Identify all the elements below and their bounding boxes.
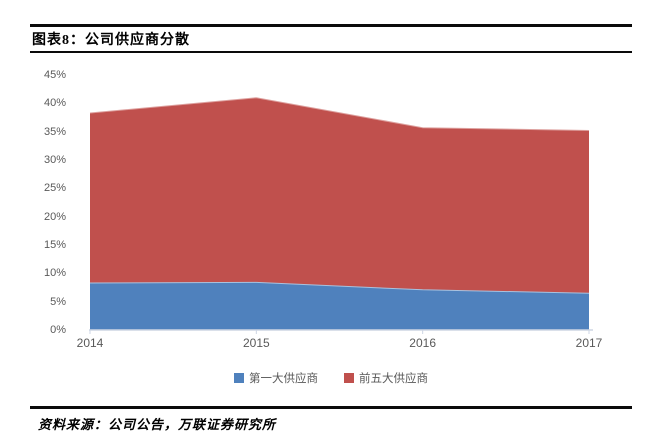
series-edge-top1-supplier [89, 281, 590, 294]
series-area-top5-suppliers [90, 97, 589, 330]
y-axis-label: 5% [50, 295, 66, 308]
legend-swatch-top1-supplier [234, 373, 244, 383]
y-axis-label: 40% [43, 97, 66, 110]
figure-title: 图表8：公司供应商分散 [32, 33, 190, 48]
legend-label: 第一大供应商 [249, 373, 318, 385]
y-axis-label: 30% [43, 154, 66, 166]
y-axis-label: 35% [43, 125, 66, 138]
legend-swatch-top5-suppliers [344, 373, 354, 383]
series-area-top1-supplier [90, 282, 589, 330]
legend-item-top1-supplier: 第一大供应商 [234, 370, 318, 386]
y-axis-label: 20% [43, 210, 66, 223]
top-rule [30, 24, 632, 27]
x-axis-label: 2014 [76, 336, 104, 350]
series-edge-top5-suppliers [89, 97, 590, 131]
chart-legend: 第一大供应商 前五大供应商 [30, 370, 632, 386]
bottom-rule [30, 406, 632, 409]
legend-label: 前五大供应商 [359, 373, 428, 385]
y-axis-label: 45% [43, 69, 66, 81]
y-axis-label: 0% [50, 324, 66, 336]
y-axis-label: 25% [43, 182, 66, 195]
legend-item-top5-suppliers: 前五大供应商 [344, 370, 428, 386]
x-axis-label: 2015 [242, 336, 270, 350]
source-note: 资料来源：公司公告，万联证券研究所 [38, 417, 277, 432]
y-axis-label: 15% [43, 239, 66, 251]
title-underline-rule [30, 51, 632, 53]
y-axis-label: 10% [43, 267, 66, 280]
x-axis-label: 2016 [409, 336, 437, 350]
x-axis-label: 2017 [575, 336, 603, 350]
